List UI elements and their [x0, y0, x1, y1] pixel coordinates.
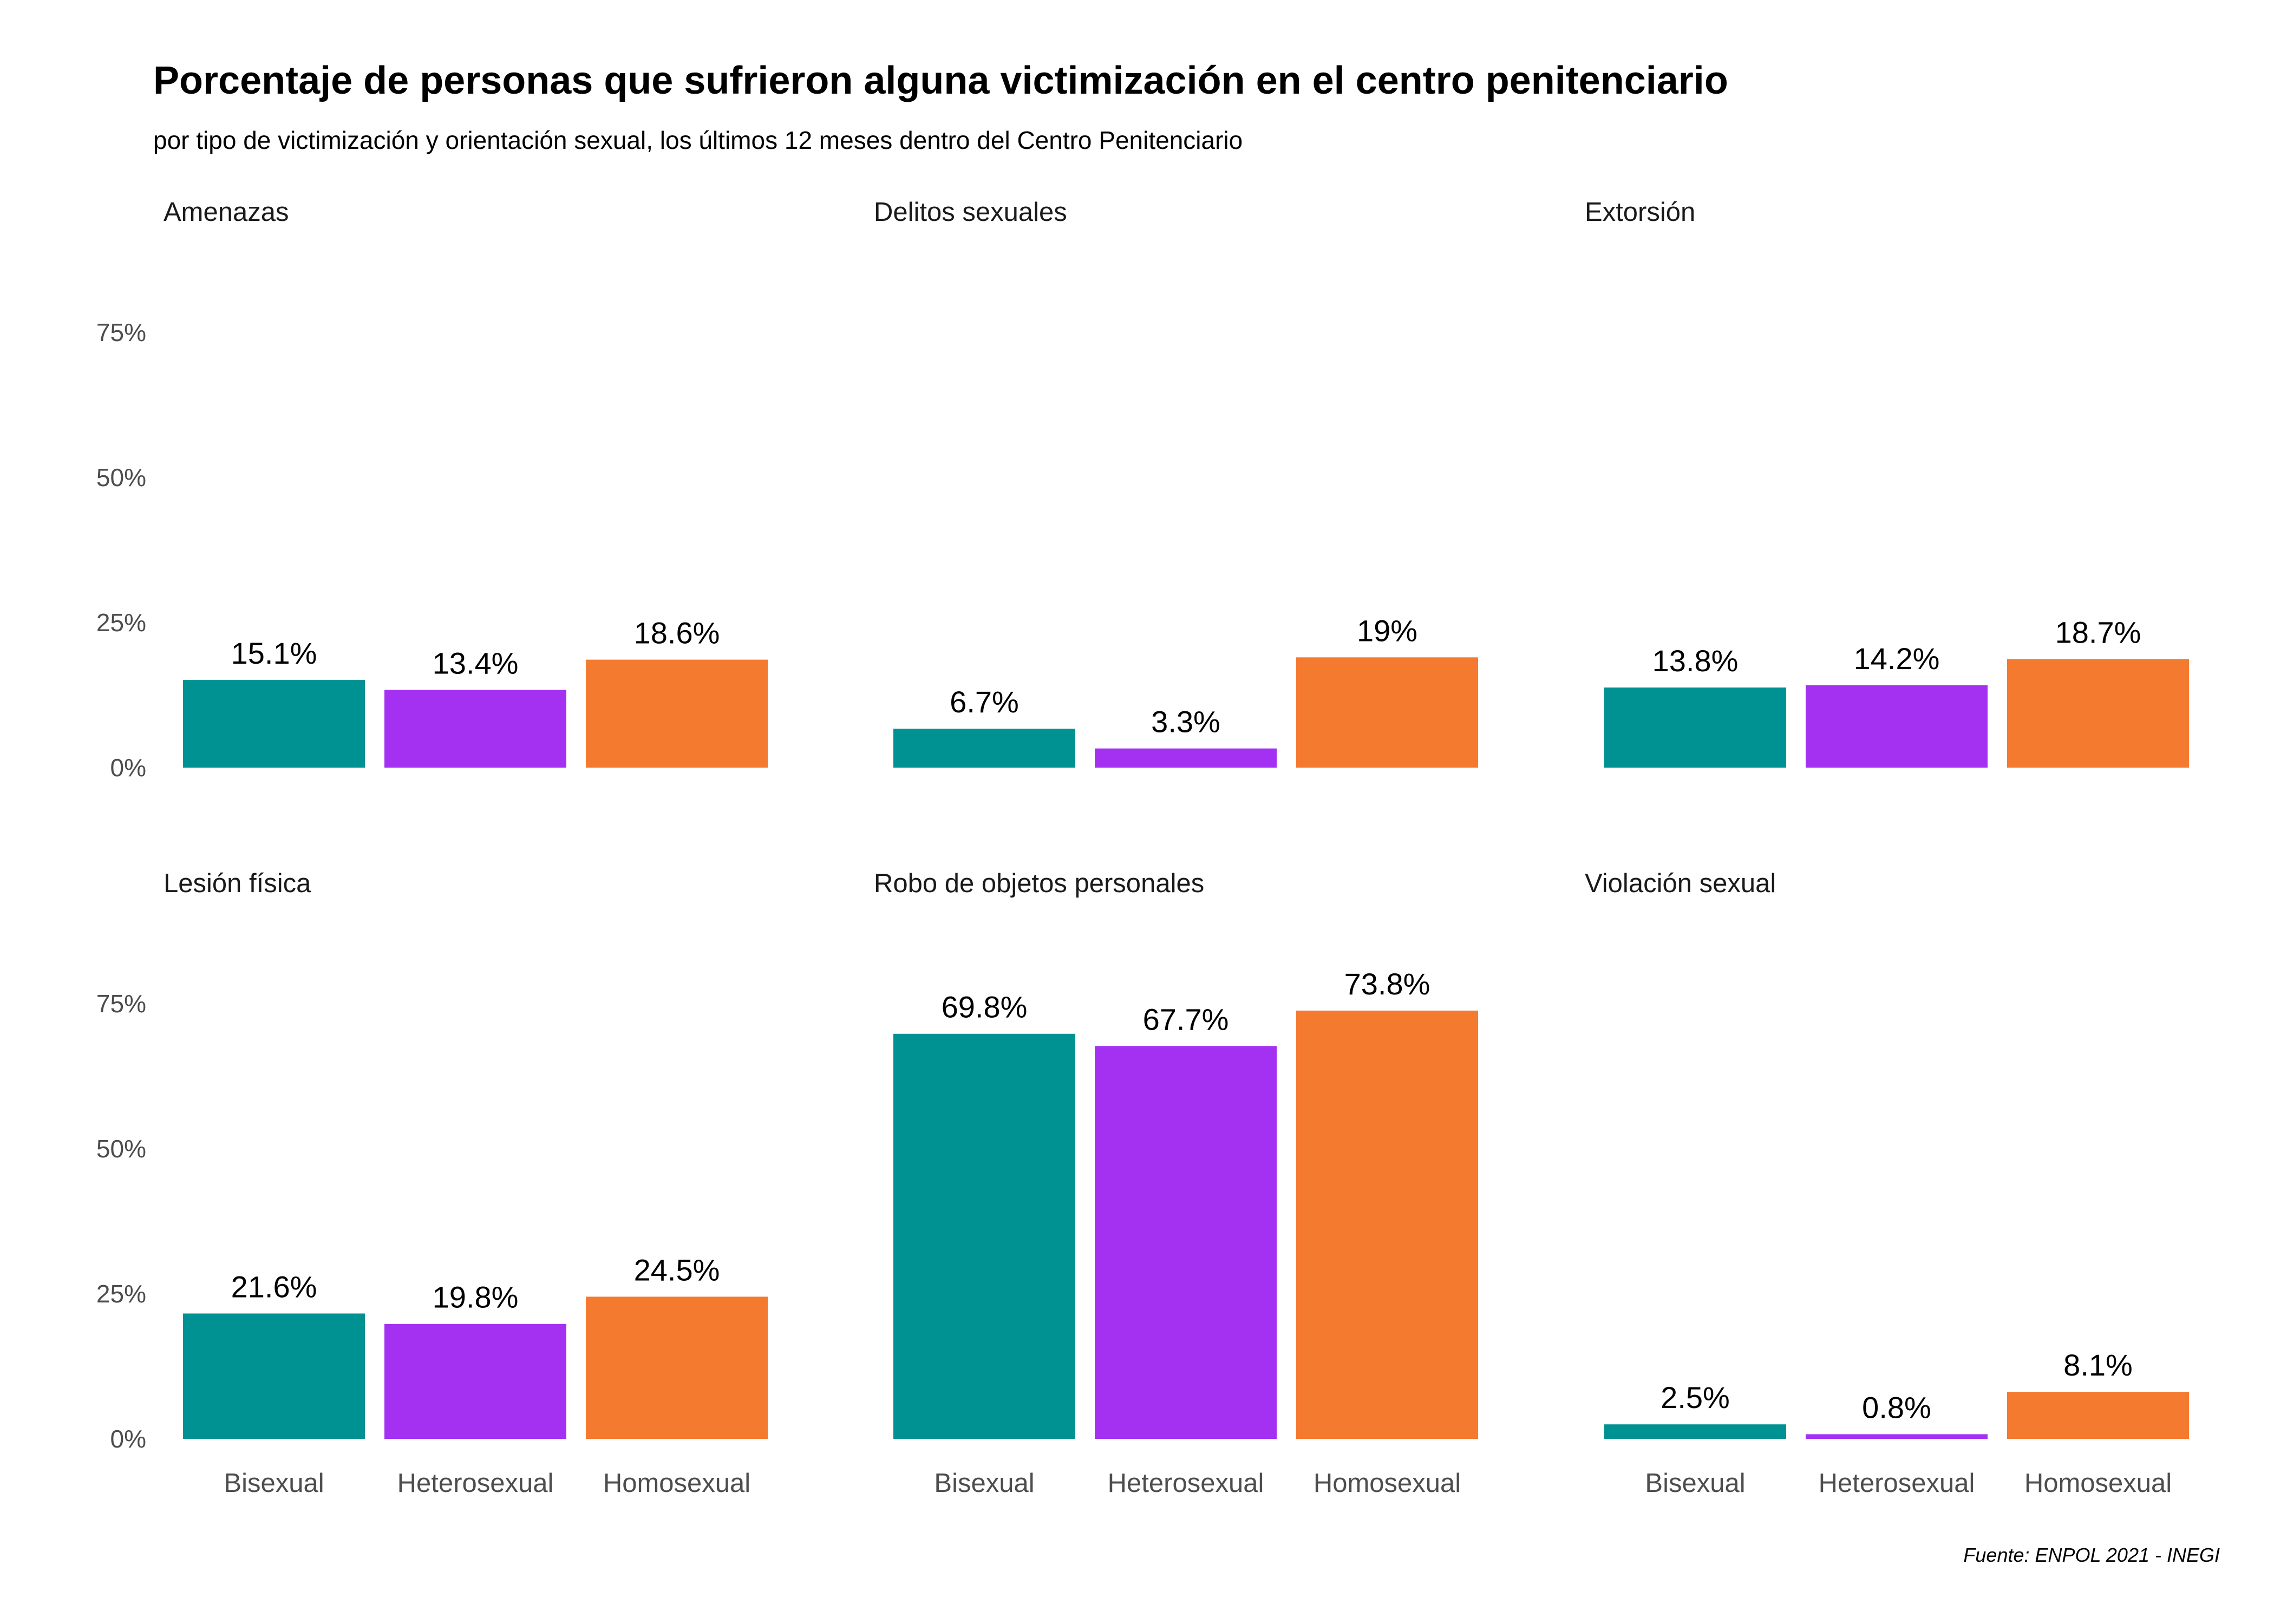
- data-label-extorsion-heterosexual: 14.2%: [1854, 641, 1940, 676]
- panel-title-extorsion: Extorsión: [1585, 198, 1695, 227]
- data-label-lesion-fisica-bisexual: 21.6%: [231, 1269, 317, 1304]
- x-tick-label-homosexual-violacion-sexual: Homosexual: [2024, 1469, 2172, 1498]
- data-label-lesion-fisica-homosexual: 24.5%: [634, 1253, 720, 1287]
- bar-robo-de-objetos-personales-homosexual: [1296, 1010, 1478, 1439]
- x-tick-label-bisexual-violacion-sexual: Bisexual: [1645, 1469, 1745, 1498]
- data-label-extorsion-homosexual: 18.7%: [2055, 615, 2141, 650]
- data-label-extorsion-bisexual: 13.8%: [1652, 644, 1739, 678]
- y-tick-label-50-row-2: 50%: [96, 1135, 146, 1163]
- x-tick-label-bisexual-lesion-fisica: Bisexual: [224, 1469, 324, 1498]
- x-tick-label-heterosexual-lesion-fisica: Heterosexual: [397, 1469, 554, 1498]
- source-caption: Fuente: ENPOL 2021 - INEGI: [1963, 1544, 2220, 1566]
- y-tick-label-25-row-2: 25%: [96, 1280, 146, 1308]
- bar-extorsion-bisexual: [1604, 687, 1786, 768]
- data-label-amenazas-heterosexual: 13.4%: [433, 646, 519, 680]
- x-tick-label-heterosexual-violacion-sexual: Heterosexual: [1819, 1469, 1975, 1498]
- bar-violacion-sexual-bisexual: [1604, 1424, 1786, 1439]
- bar-amenazas-homosexual: [586, 659, 768, 768]
- y-tick-label-75-row-2: 75%: [96, 990, 146, 1018]
- data-label-robo-de-objetos-personales-bisexual: 69.8%: [942, 990, 1028, 1024]
- data-label-violacion-sexual-homosexual: 8.1%: [2063, 1348, 2133, 1382]
- bar-robo-de-objetos-personales-bisexual: [893, 1033, 1075, 1439]
- y-tick-label-25-row-1: 25%: [96, 608, 146, 637]
- bar-violacion-sexual-homosexual: [2007, 1392, 2189, 1439]
- data-label-robo-de-objetos-personales-heterosexual: 67.7%: [1143, 1002, 1229, 1036]
- data-label-delitos-sexuales-homosexual: 19%: [1357, 613, 1417, 647]
- x-tick-label-homosexual-robo-de-objetos-personales: Homosexual: [1314, 1469, 1461, 1498]
- data-label-delitos-sexuales-bisexual: 6.7%: [950, 685, 1019, 719]
- bar-delitos-sexuales-heterosexual: [1095, 748, 1277, 768]
- bar-extorsion-homosexual: [2007, 659, 2189, 768]
- bar-lesion-fisica-bisexual: [183, 1313, 365, 1439]
- y-tick-label-0-row-1: 0%: [110, 754, 146, 782]
- panel-title-robo-de-objetos-personales: Robo de objetos personales: [874, 869, 1204, 898]
- data-label-violacion-sexual-heterosexual: 0.8%: [1862, 1390, 1931, 1424]
- bar-lesion-fisica-homosexual: [586, 1296, 768, 1439]
- panel-title-delitos-sexuales: Delitos sexuales: [874, 198, 1067, 227]
- bar-amenazas-bisexual: [183, 680, 365, 768]
- data-label-delitos-sexuales-heterosexual: 3.3%: [1151, 705, 1220, 739]
- bar-lesion-fisica-heterosexual: [384, 1324, 566, 1439]
- bar-amenazas-heterosexual: [384, 690, 566, 768]
- bar-extorsion-heterosexual: [1806, 685, 1988, 768]
- data-label-violacion-sexual-bisexual: 2.5%: [1661, 1380, 1730, 1415]
- data-label-lesion-fisica-heterosexual: 19.8%: [433, 1280, 519, 1314]
- bar-violacion-sexual-heterosexual: [1806, 1434, 1988, 1439]
- data-label-amenazas-homosexual: 18.6%: [634, 616, 720, 650]
- y-tick-label-75-row-1: 75%: [96, 318, 146, 346]
- panel-title-amenazas: Amenazas: [164, 198, 289, 227]
- y-tick-label-0-row-2: 0%: [110, 1425, 146, 1453]
- bar-robo-de-objetos-personales-heterosexual: [1095, 1046, 1277, 1439]
- chart-title: Porcentaje de personas que sufrieron alg…: [153, 59, 1728, 102]
- bar-delitos-sexuales-bisexual: [893, 729, 1075, 768]
- bar-delitos-sexuales-homosexual: [1296, 657, 1478, 768]
- x-tick-label-homosexual-lesion-fisica: Homosexual: [603, 1469, 750, 1498]
- y-tick-label-50-row-1: 50%: [96, 463, 146, 492]
- data-label-robo-de-objetos-personales-homosexual: 73.8%: [1344, 967, 1430, 1001]
- x-tick-label-heterosexual-robo-de-objetos-personales: Heterosexual: [1108, 1469, 1264, 1498]
- data-label-amenazas-bisexual: 15.1%: [231, 636, 317, 670]
- chart-subtitle: por tipo de victimización y orientación …: [153, 126, 1243, 154]
- panel-title-lesion-fisica: Lesión física: [164, 869, 311, 898]
- panel-title-violacion-sexual: Violación sexual: [1585, 869, 1776, 898]
- x-tick-label-bisexual-robo-de-objetos-personales: Bisexual: [934, 1469, 1034, 1498]
